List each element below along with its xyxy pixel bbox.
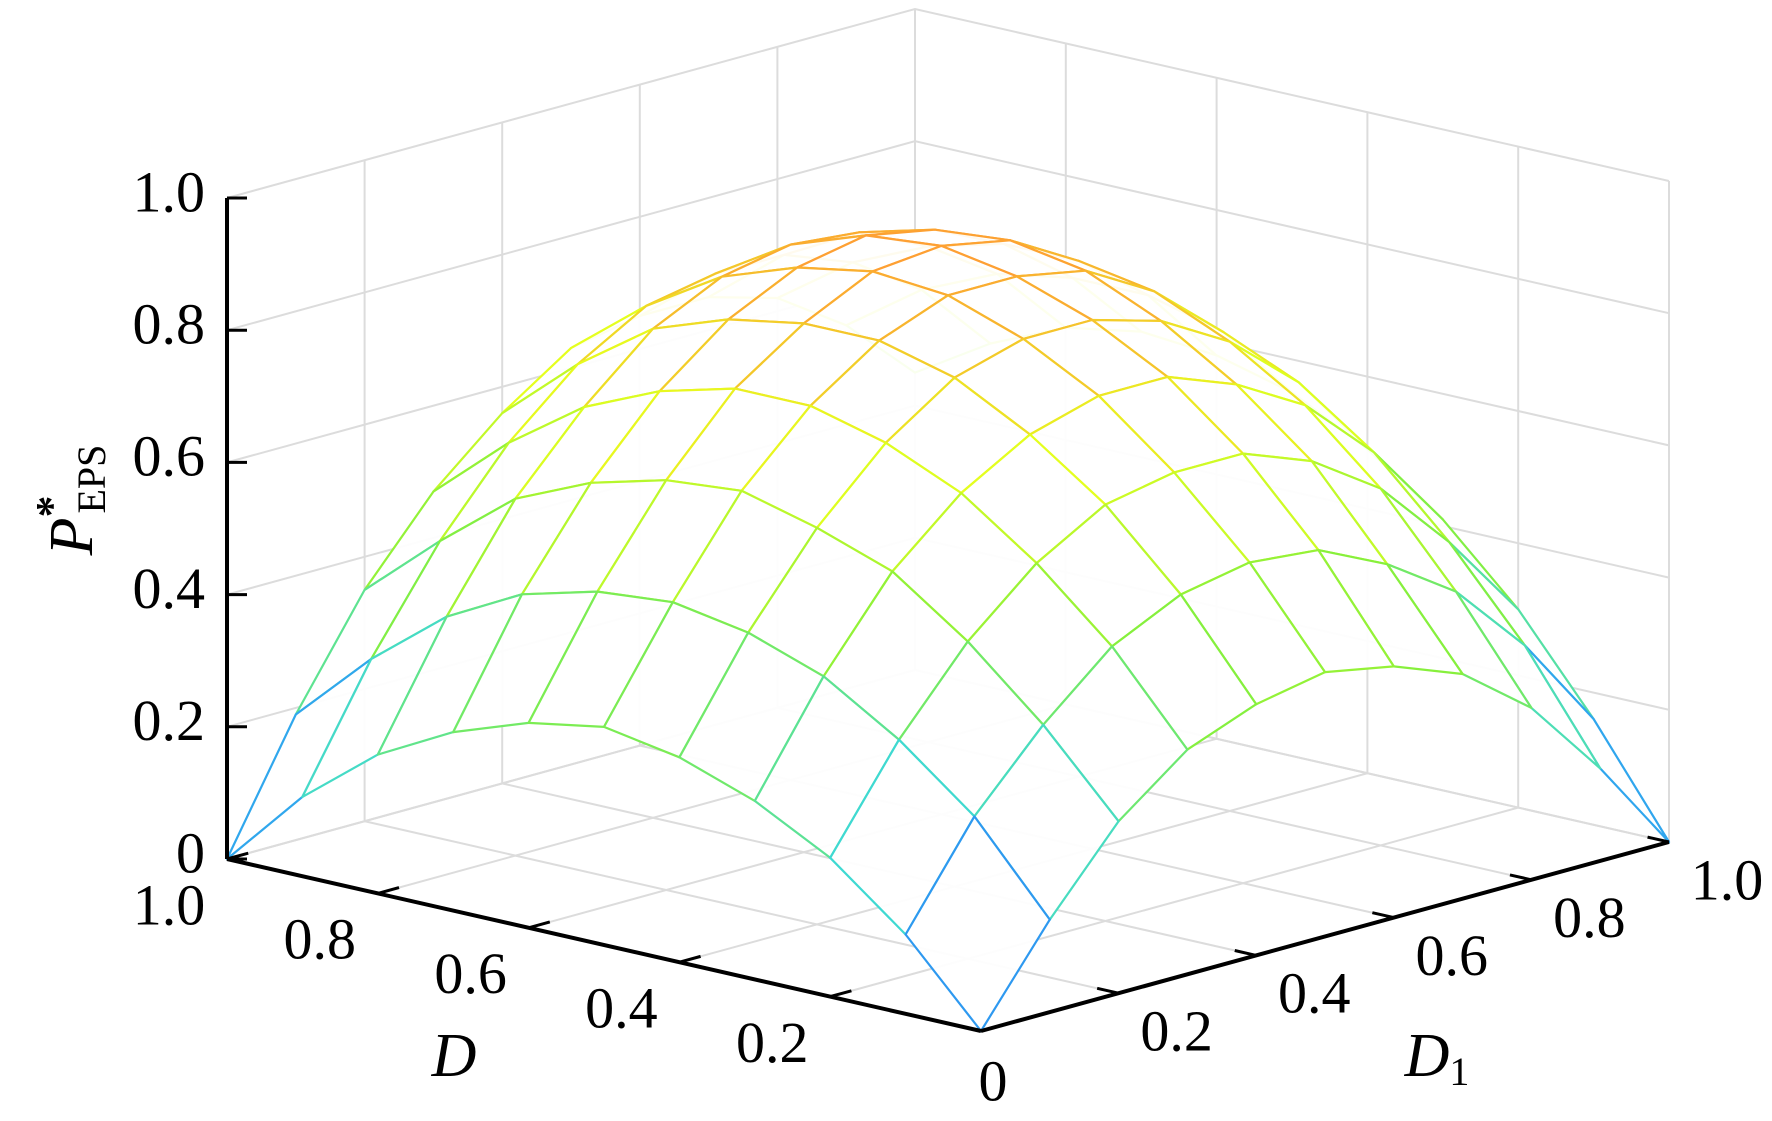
y-tick xyxy=(1096,986,1119,995)
z-tick-label: 0.2 xyxy=(133,688,206,753)
x-tick-label: 0.8 xyxy=(284,907,357,972)
y-axis-label: D1 xyxy=(1404,1022,1470,1094)
y-tick-label: 0.8 xyxy=(1553,885,1626,950)
x-tick xyxy=(980,1023,1003,1033)
x-tick-label: 1.0 xyxy=(133,872,206,937)
y-tick xyxy=(1509,873,1532,882)
x-tick xyxy=(528,920,551,930)
grid-line xyxy=(638,84,1395,919)
x-tick-label: 0.2 xyxy=(736,1010,809,1075)
z-axis-label-superscript: * xyxy=(27,496,76,518)
grid-line xyxy=(226,7,1670,199)
x-tick-label: 0 xyxy=(979,1048,1008,1113)
surface-cell xyxy=(1523,644,1671,844)
z-tick-label: 0 xyxy=(176,820,205,885)
x-tick xyxy=(377,886,400,895)
z-axis-label-main: P xyxy=(38,518,106,557)
x-tick xyxy=(679,954,702,964)
x-tick-label: 0.4 xyxy=(585,976,658,1041)
y-tick xyxy=(1372,911,1395,920)
x-axis xyxy=(226,857,982,1033)
z-tick-label: 0.8 xyxy=(133,292,206,357)
surface xyxy=(225,228,1671,1033)
y-axis-label-main: D xyxy=(1404,1022,1450,1090)
y-tick xyxy=(1647,835,1670,844)
grid-line xyxy=(363,160,1119,995)
y-tick-label: 0.6 xyxy=(1416,923,1489,988)
z-tick-label: 0.4 xyxy=(133,556,206,621)
z-tick-label: 1.0 xyxy=(133,159,206,224)
y-axis xyxy=(980,840,1670,1033)
x-tick xyxy=(829,989,852,999)
z-axis-label: P*EPS xyxy=(27,445,114,557)
surface-cell xyxy=(904,815,1051,1033)
y-tick xyxy=(1234,949,1257,957)
y-tick-label: 1.0 xyxy=(1691,847,1764,912)
x-axis-label: D xyxy=(431,1022,477,1090)
axes: 00.20.40.60.81.00.20.40.60.81.000.20.40.… xyxy=(133,159,1764,1113)
y-tick-label: 0.4 xyxy=(1278,961,1351,1026)
z-tick-label: 0.6 xyxy=(133,424,206,489)
z-axis-label-subscript: EPS xyxy=(69,445,114,514)
x-tick-label: 0.6 xyxy=(434,941,507,1006)
y-axis-label-subscript: 1 xyxy=(1449,1049,1469,1094)
y-tick-label: 0.2 xyxy=(1140,999,1213,1064)
